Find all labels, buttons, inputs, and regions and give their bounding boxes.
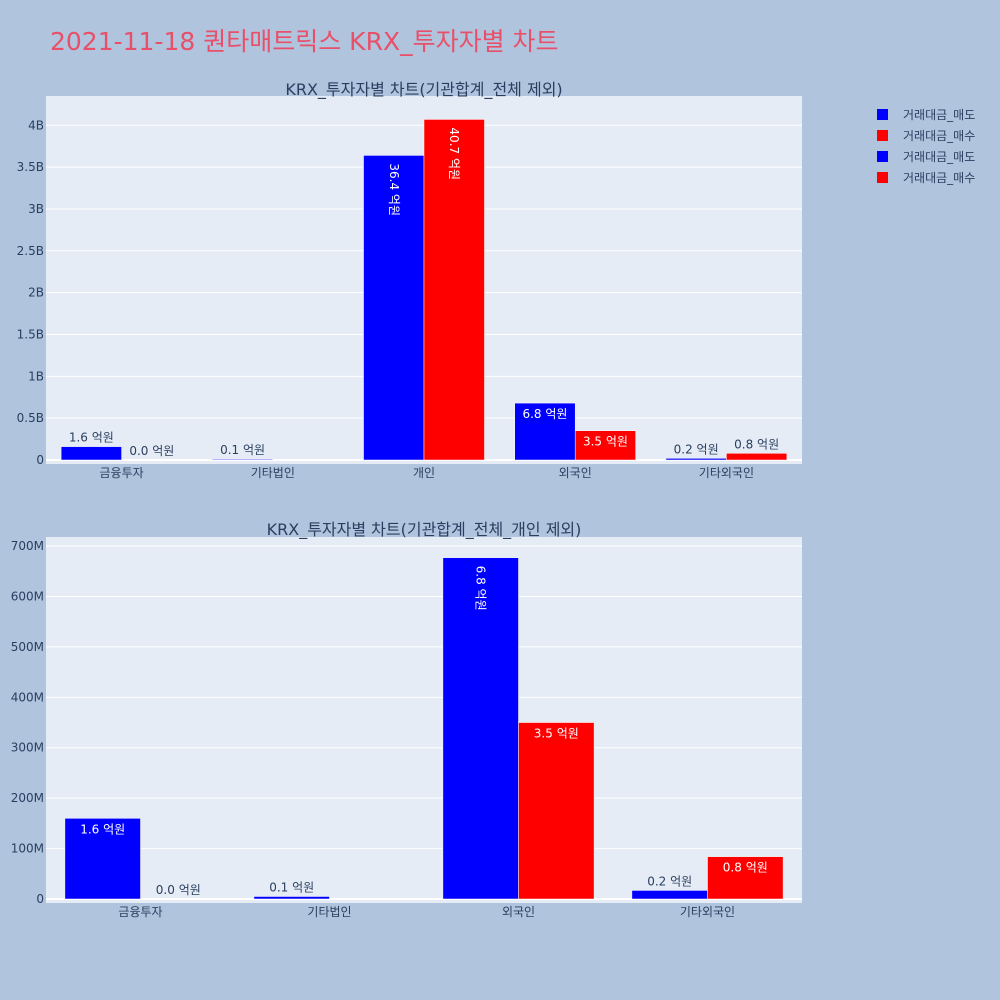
x-tick-label-1-0: 금융투자 [100,466,144,480]
bar-2-거래대금_매수-기타외국인-1 [707,856,784,900]
data-label-1-0-4: 0.2 억원 [674,442,719,456]
legend-label-2: 거래대금_매도 [903,150,975,164]
bar-1-거래대금_매도-개인-0 [363,155,425,461]
legend-label-1: 거래대금_매수 [903,129,975,143]
y-tick-label-1-7: 3.5B [17,160,44,174]
y-tick-label-2-2: 200M [11,791,44,805]
data-label-1-0-0: 1.6 억원 [69,431,114,445]
data-label-1-1-0: 0.0 억원 [129,444,174,458]
y-tick-label-2-3: 300M [11,741,44,755]
legend-swatch-1 [877,130,888,141]
data-label-1-1-4: 0.8 억원 [734,437,779,451]
subplot-title-1: KRX_투자자별 차트(기관합계_전체 제외) [285,80,562,100]
page-title: 2021-11-18 퀀타매트릭스 KRX_투자자별 차트 [50,27,559,56]
data-label-1-1-2: 40.7 억원 [447,127,461,180]
x-tick-label-1-1: 기타법인 [251,466,295,480]
x-tick-label-1-3: 외국인 [559,466,592,480]
legend-label-0: 거래대금_매도 [903,108,975,122]
y-tick-label-1-1: 0.5B [17,411,44,425]
y-tick-label-1-6: 3B [28,202,44,216]
y-tick-label-2-6: 600M [11,589,44,603]
data-label-2-1-3: 0.8 억원 [723,861,768,875]
x-tick-label-2-2: 외국인 [502,905,535,919]
data-label-1-1-3: 3.5 억원 [583,435,628,449]
bar-1-거래대금_매도-금융투자-0 [60,446,122,461]
legend-swatch-3 [877,172,888,183]
x-tick-label-2-0: 금융투자 [118,905,162,919]
bar-2-거래대금_매도-기타법인-0 [253,896,330,900]
data-label-2-0-1: 0.1 억원 [269,880,314,894]
bar-1-거래대금_매수-개인-1 [423,119,485,461]
data-label-1-0-3: 6.8 억원 [522,407,567,421]
bar-2-거래대금_매도-금융투자-0 [64,818,141,900]
y-tick-label-2-4: 400M [11,690,44,704]
bar-2-거래대금_매수-외국인-1 [518,722,595,900]
y-tick-label-2-7: 700M [11,539,44,553]
y-tick-label-1-0: 0 [36,453,44,467]
x-tick-label-1-4: 기타외국인 [699,466,754,480]
bar-2-거래대금_매도-외국인-0 [442,557,519,900]
data-label-2-0-0: 1.6 억원 [80,822,125,836]
legend-swatch-2 [877,151,888,162]
y-tick-label-2-5: 500M [11,640,44,654]
y-tick-label-2-0: 0 [36,892,44,906]
bar-1-거래대금_매도-기타법인-0 [212,458,274,461]
y-tick-label-1-4: 2B [28,286,44,300]
plot-area-2 [46,537,802,903]
x-tick-label-2-3: 기타외국인 [680,905,735,919]
bar-2-거래대금_매도-기타외국인-0 [631,890,708,900]
subplot-title-2: KRX_투자자별 차트(기관합계_전체_개인 제외) [267,520,582,540]
data-label-1-0-2: 36.4 억원 [387,163,401,216]
data-label-2-0-2: 6.8 억원 [474,566,488,611]
y-tick-label-1-2: 1B [28,369,44,383]
data-label-1-0-1: 0.1 억원 [220,443,265,457]
data-label-2-1-0: 0.0 억원 [156,883,201,897]
bar-1-거래대금_매수-외국인-1 [574,430,636,461]
y-tick-label-1-3: 1.5B [17,327,44,341]
bar-1-거래대금_매도-외국인-0 [514,402,576,461]
y-tick-label-2-1: 100M [11,842,44,856]
data-label-2-0-3: 0.2 억원 [647,874,692,888]
legend-swatch-0 [877,109,888,120]
x-tick-label-2-1: 기타법인 [307,905,351,919]
x-tick-label-1-2: 개인 [413,466,435,480]
bar-1-거래대금_매수-기타외국인-1 [726,453,788,461]
y-tick-label-1-8: 4B [28,118,44,132]
data-label-2-1-2: 3.5 억원 [534,727,579,741]
bar-1-거래대금_매도-기타외국인-0 [665,458,727,461]
y-tick-label-1-5: 2.5B [17,244,44,258]
legend-label-3: 거래대금_매수 [903,171,975,185]
